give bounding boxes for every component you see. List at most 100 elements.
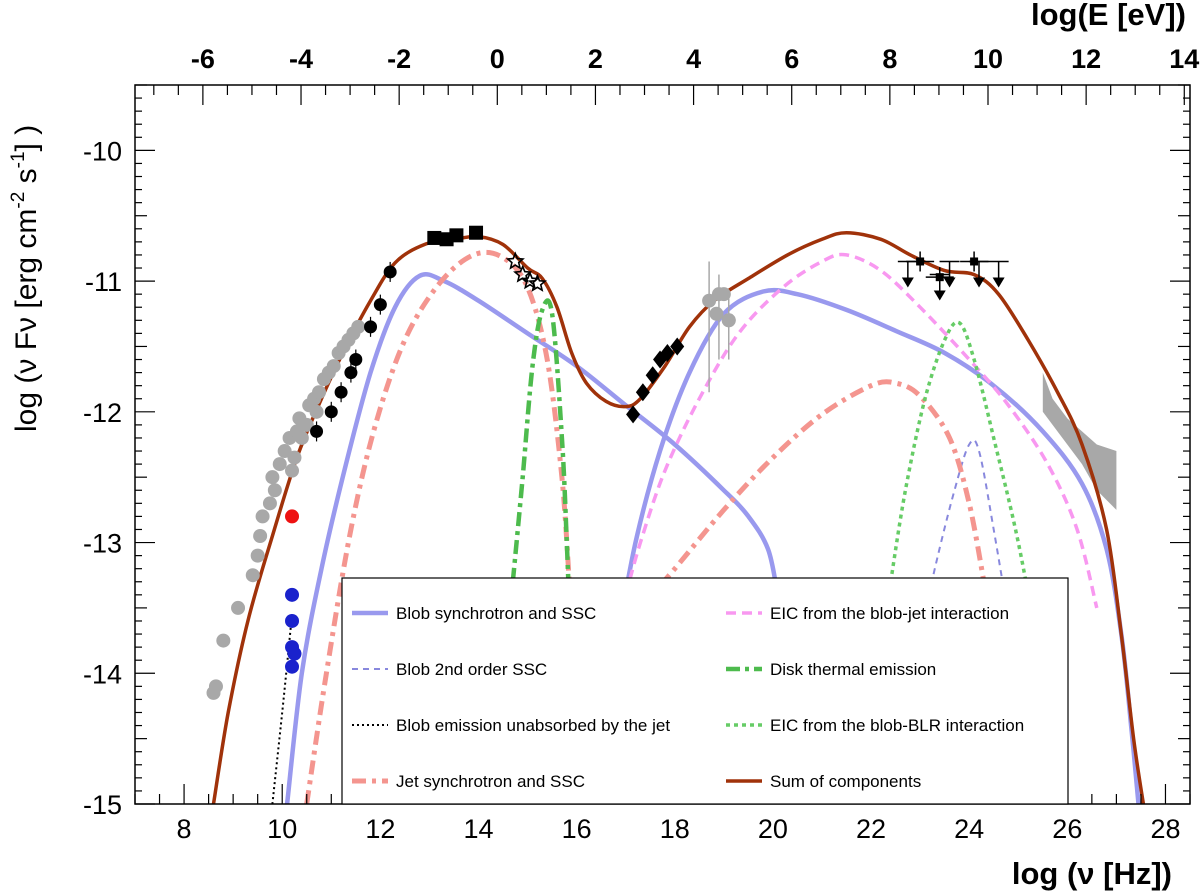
black-square-point: [427, 230, 442, 245]
gray-point: [255, 509, 270, 524]
top-tick-label: -6: [191, 44, 215, 74]
black-square-point: [449, 228, 464, 243]
gray-point: [285, 463, 300, 478]
y-title-part-1: log (ν Fν [erg cm: [10, 209, 43, 432]
curve-eic-blr: [888, 320, 1070, 804]
top-tick-label: 0: [490, 44, 505, 74]
x-tick-label: 22: [856, 814, 886, 844]
y-tick-label: -12: [83, 398, 122, 428]
gray-point: [312, 385, 327, 400]
upper-limit-arrow: [901, 277, 914, 288]
top-tick-label: -4: [289, 44, 313, 74]
legend-label-unabs: Blob emission unabsorbed by the jet: [396, 716, 670, 735]
black-circle-point: [373, 298, 387, 312]
top-tick-label: 6: [784, 44, 799, 74]
top-tick-label: 2: [588, 44, 603, 74]
legend-label-blob2: Blob 2nd order SSC: [396, 660, 547, 679]
top-tick-label: 12: [1071, 44, 1101, 74]
black-circle-point: [364, 320, 378, 334]
x-tick-label: 20: [758, 814, 788, 844]
y-title-part-2: s: [10, 168, 43, 191]
gray-point: [326, 359, 341, 374]
black-diamond-point: [645, 366, 660, 385]
gray-point: [262, 496, 277, 511]
black-circle-point: [324, 405, 338, 419]
black-square-point: [469, 225, 484, 240]
legend-label-blob: Blob synchrotron and SSC: [396, 604, 596, 623]
y-tick-label: -10: [83, 136, 122, 166]
x-tick-label: 14: [463, 814, 493, 844]
black-diamond-point: [635, 383, 650, 402]
axis-tick-labels: 8 10 12 14 16 18 20 22 24 26 28-10-11-12-13-14-15-…: [83, 44, 1199, 844]
legend-label-eic-jet: EIC from the blob-jet interaction: [770, 604, 1009, 623]
upper-limit-arrow: [992, 277, 1005, 288]
y-tick-label: -15: [83, 790, 122, 820]
x-axis-title: log (ν [Hz]): [1012, 856, 1172, 891]
y-title-part-3: ] ): [10, 125, 43, 152]
legend-label-sum: Sum of components: [770, 772, 921, 791]
gray-point: [351, 319, 366, 334]
curve-blob2: [914, 438, 1015, 661]
top-tick-label: 4: [686, 44, 701, 74]
gray-point: [711, 287, 726, 302]
y-tick-label: -14: [83, 659, 122, 689]
x-tick-label: 28: [1150, 814, 1180, 844]
blue-point: [287, 646, 302, 661]
gray-point: [277, 444, 292, 459]
legend-label-eic-blr: EIC from the blob-BLR interaction: [770, 716, 1024, 735]
black-circle-point: [349, 353, 363, 367]
gray-point: [721, 313, 736, 328]
legend-frame: [341, 577, 1069, 805]
gray-point: [267, 483, 282, 498]
x-tick-label: 10: [267, 814, 297, 844]
gray-point: [272, 457, 287, 472]
curve-blob: [284, 272, 790, 804]
y-tick-label: -13: [83, 529, 122, 559]
upper-limit-arrow: [943, 277, 956, 288]
y-title-sup-1: -2: [8, 192, 29, 209]
legend-box: Blob synchrotron and SSC EIC from the blo…: [341, 577, 1069, 805]
curve-disk: [510, 298, 572, 608]
top-x-axis-title: log(E [eV]): [1031, 0, 1186, 32]
black-circle-point: [334, 385, 348, 399]
gray-point: [208, 679, 223, 694]
red-point: [285, 509, 300, 524]
blue-point: [285, 587, 300, 602]
gray-point: [231, 600, 246, 615]
black-circle-point: [383, 265, 397, 279]
top-tick-label: 8: [882, 44, 897, 74]
x-tick-label: 26: [1052, 814, 1082, 844]
data-points: [206, 225, 1009, 700]
gray-point: [250, 548, 265, 563]
legend-label-disk: Disk thermal emission: [770, 660, 936, 679]
gray-point: [309, 404, 324, 419]
black-circle-point: [344, 366, 358, 380]
upper-limit-arrow: [933, 290, 946, 301]
black-circle-point: [310, 424, 324, 438]
black-cross-point: [916, 257, 925, 266]
gray-point: [294, 430, 309, 445]
model-curves: [211, 230, 1146, 804]
blue-point: [285, 613, 300, 628]
curve-jet: [638, 379, 987, 610]
black-diamond-point: [660, 343, 675, 362]
gray-point: [245, 568, 260, 583]
y-title-sup-2: -1: [8, 151, 29, 168]
y-tick-label: -11: [85, 267, 122, 297]
gray-point: [265, 470, 280, 485]
top-tick-label: 10: [973, 44, 1003, 74]
x-tick-label: 12: [365, 814, 395, 844]
top-tick-label: -2: [387, 44, 411, 74]
black-diamond-point: [626, 405, 641, 424]
legend-entries: Blob synchrotron and SSC EIC from the blo…: [352, 604, 1024, 791]
gray-point: [253, 529, 268, 544]
gray-point: [709, 306, 724, 321]
gray-point: [216, 633, 231, 648]
upper-limit-arrow: [973, 277, 985, 288]
gray-point: [287, 450, 302, 465]
curve-jet: [304, 249, 572, 804]
x-tick-label: 16: [562, 814, 592, 844]
y-axis-title: log (ν Fν [erg cm-2 s-1] ): [8, 125, 43, 432]
gray-point: [702, 293, 717, 308]
